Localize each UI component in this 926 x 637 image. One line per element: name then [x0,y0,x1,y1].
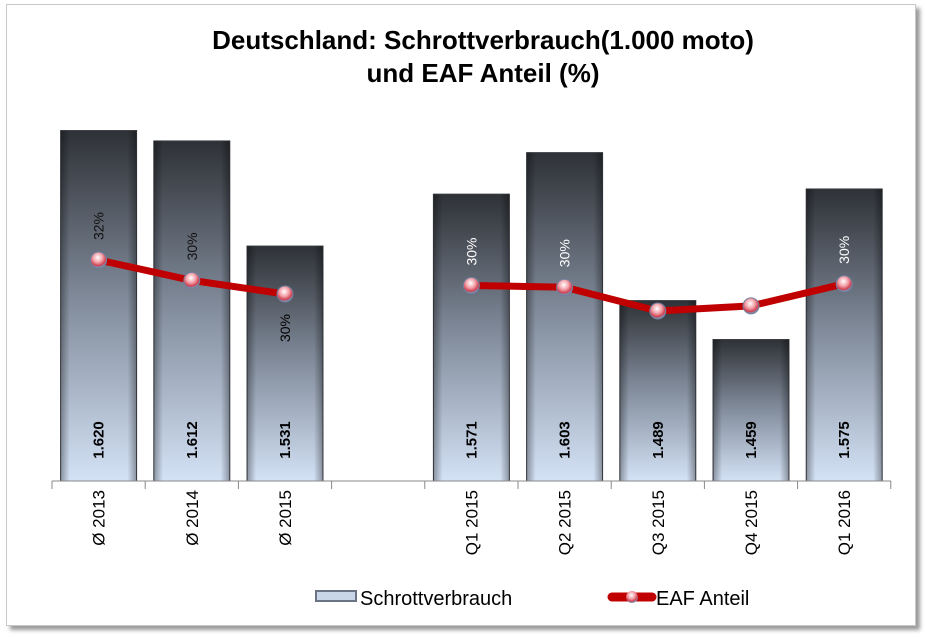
eaf-marker [462,277,480,294]
eaf-value-label: 29% [743,258,759,286]
eaf-value-label: 32% [91,212,107,240]
legend-label-schrottverbrauch: Schrottverbrauch [360,588,512,610]
bar-value-label: 1.531 [277,421,294,459]
legend: Schrottverbrauch EAF Anteil [315,588,749,610]
bar-edge-shade [619,300,696,481]
chart-title-line1: Deutschland: Schrottverbrauch(1.000 moto… [212,25,754,55]
category-label: Q3 2015 [649,490,668,555]
eaf-value-label: 30% [463,237,479,265]
bar-value-label: 1.571 [463,421,480,459]
bar-edge-shade [153,140,230,481]
eaf-marker [276,285,294,303]
eaf-marker [183,271,201,289]
bar-value-label: 1.459 [743,421,760,459]
category-label: Q2 2015 [556,490,575,555]
chart-title-line2: und EAF Anteil (%) [366,58,599,88]
bar-edge-shade [526,152,603,481]
eaf-marker [90,251,108,269]
bar-value-label: 1.575 [836,421,853,459]
bar-edge-shade [60,130,137,482]
eaf-value-label: 30% [184,232,200,260]
bar-value-label: 1.603 [557,421,574,459]
category-label: Ø 2014 [183,490,202,546]
eaf-value-label: 29% [650,263,666,291]
bar-edge-shade [713,339,789,481]
bar-value-label: 1.612 [184,421,201,459]
legend-label-eaf-anteil: EAF Anteil [656,588,749,610]
bar-value-label: 1.620 [91,421,108,459]
eaf-value-label: 30% [557,239,573,267]
bar-edge-shade [433,194,510,481]
eaf-value-label: 30% [277,314,293,342]
category-label: Ø 2013 [90,490,109,546]
bar-edge-shade [247,246,323,481]
eaf-value-label: 30% [836,236,852,264]
eaf-marker [835,275,853,293]
bar-edge-shade [806,188,883,481]
category-label: Ø 2015 [276,490,295,546]
legend-marker [626,591,638,603]
eaf-marker [556,278,574,296]
eaf-marker [649,302,667,320]
legend-bar-swatch [315,590,357,602]
bar-value-label: 1.489 [650,421,667,459]
category-label: Q1 2016 [835,490,854,555]
eaf-marker [742,297,760,315]
category-label: Q4 2015 [742,490,761,555]
category-label: Q1 2015 [462,490,481,555]
